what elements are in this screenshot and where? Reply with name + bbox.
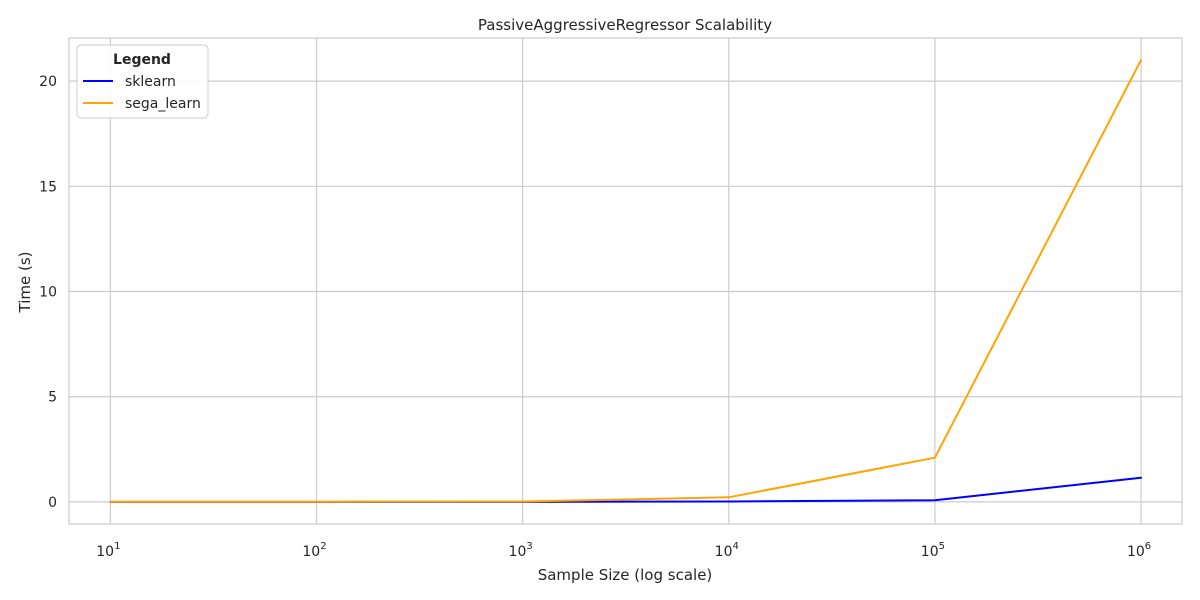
legend: Legend sklearn sega_learn: [76, 44, 209, 119]
chart-title: PassiveAggressiveRegressor Scalability: [478, 16, 772, 34]
y-tick-labels: 0 5 10 15 20: [39, 74, 57, 511]
y-tick-label: 20: [39, 74, 57, 90]
y-tick-label: 15: [39, 179, 57, 195]
y-tick-label: 10: [39, 285, 57, 301]
x-axis-label: Sample Size (log scale): [538, 566, 713, 584]
x-tick-label: 102: [302, 541, 326, 560]
x-tick-label: 104: [715, 541, 739, 560]
legend-title: Legend: [113, 52, 171, 68]
x-tick-label: 105: [921, 541, 945, 560]
x-tick-labels: 101 102 103 104 105 106: [96, 541, 1151, 560]
series-line-sega-learn: [109, 59, 1142, 503]
series-lines: [109, 59, 1142, 503]
y-tick-label: 5: [48, 390, 57, 406]
x-tick-label: 103: [509, 541, 533, 560]
grid: [69, 38, 1182, 524]
legend-box: [76, 44, 209, 119]
series-line-sklearn: [109, 476, 1142, 503]
x-tick-label: 106: [1127, 541, 1151, 560]
y-axis-label: Time (s): [16, 252, 34, 314]
plot-frame: [68, 37, 1183, 525]
legend-label-sega-learn: sega_learn: [125, 96, 201, 112]
x-tick-label: 101: [96, 541, 120, 560]
legend-label-sklearn: sklearn: [125, 74, 176, 90]
y-tick-label: 0: [48, 495, 57, 511]
